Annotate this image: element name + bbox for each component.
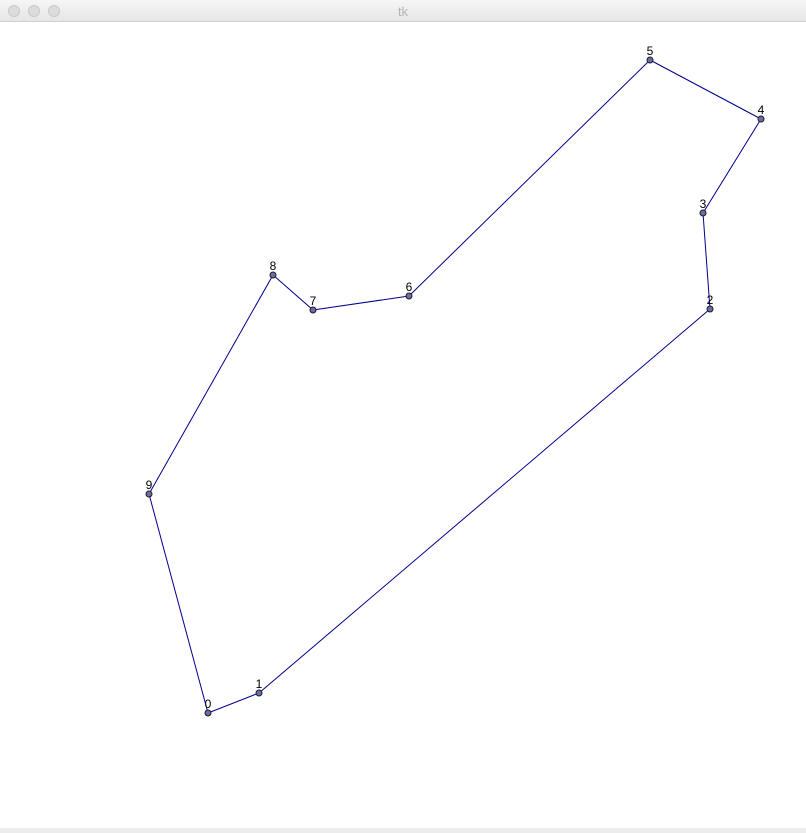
vertex-label-8: 8 xyxy=(270,259,277,273)
edge-5-6 xyxy=(408,59,651,297)
edge-layer xyxy=(148,59,762,714)
label-layer: 0 1 2 3 4 5 6 7 8 9 xyxy=(146,44,765,711)
vertex-label-7: 7 xyxy=(310,294,317,308)
edge-0-1 xyxy=(207,692,260,714)
vertex-label-1: 1 xyxy=(256,677,263,691)
vertex-3[interactable] xyxy=(699,209,707,217)
vertex-7[interactable] xyxy=(309,306,317,314)
edge-8-9 xyxy=(148,274,274,495)
vertex-1[interactable] xyxy=(255,689,263,697)
vertex-8[interactable] xyxy=(269,271,277,279)
edge-4-5 xyxy=(649,59,762,120)
minimize-button[interactable] xyxy=(28,5,40,17)
edge-1-2 xyxy=(258,308,711,694)
edge-2-3 xyxy=(702,212,711,310)
vertex-9[interactable] xyxy=(145,490,153,498)
close-button[interactable] xyxy=(8,5,20,17)
vertex-2[interactable] xyxy=(706,305,714,313)
zoom-button[interactable] xyxy=(48,5,60,17)
vertex-4[interactable] xyxy=(757,115,765,123)
polygon-graph: 0 1 2 3 4 5 6 7 8 9 xyxy=(145,44,765,717)
title-bar[interactable]: tk xyxy=(0,0,806,22)
edge-9-0 xyxy=(148,493,209,714)
vertex-label-5: 5 xyxy=(647,44,654,58)
vertex-5[interactable] xyxy=(646,56,654,64)
vertex-label-9: 9 xyxy=(146,478,153,492)
vertex-label-6: 6 xyxy=(406,280,413,294)
drawing-canvas[interactable]: 0 1 2 3 4 5 6 7 8 9 xyxy=(0,22,806,828)
vertex-label-2: 2 xyxy=(707,293,714,307)
edge-7-8 xyxy=(272,274,314,311)
vertex-label-4: 4 xyxy=(758,103,765,117)
edge-3-4 xyxy=(702,118,762,214)
vertex-0[interactable] xyxy=(204,709,212,717)
vertex-label-0: 0 xyxy=(205,697,212,711)
vertex-6[interactable] xyxy=(405,292,413,300)
vertex-label-3: 3 xyxy=(700,197,707,211)
window-title: tk xyxy=(397,4,409,19)
node-layer xyxy=(145,56,765,717)
edge-6-7 xyxy=(312,295,410,311)
